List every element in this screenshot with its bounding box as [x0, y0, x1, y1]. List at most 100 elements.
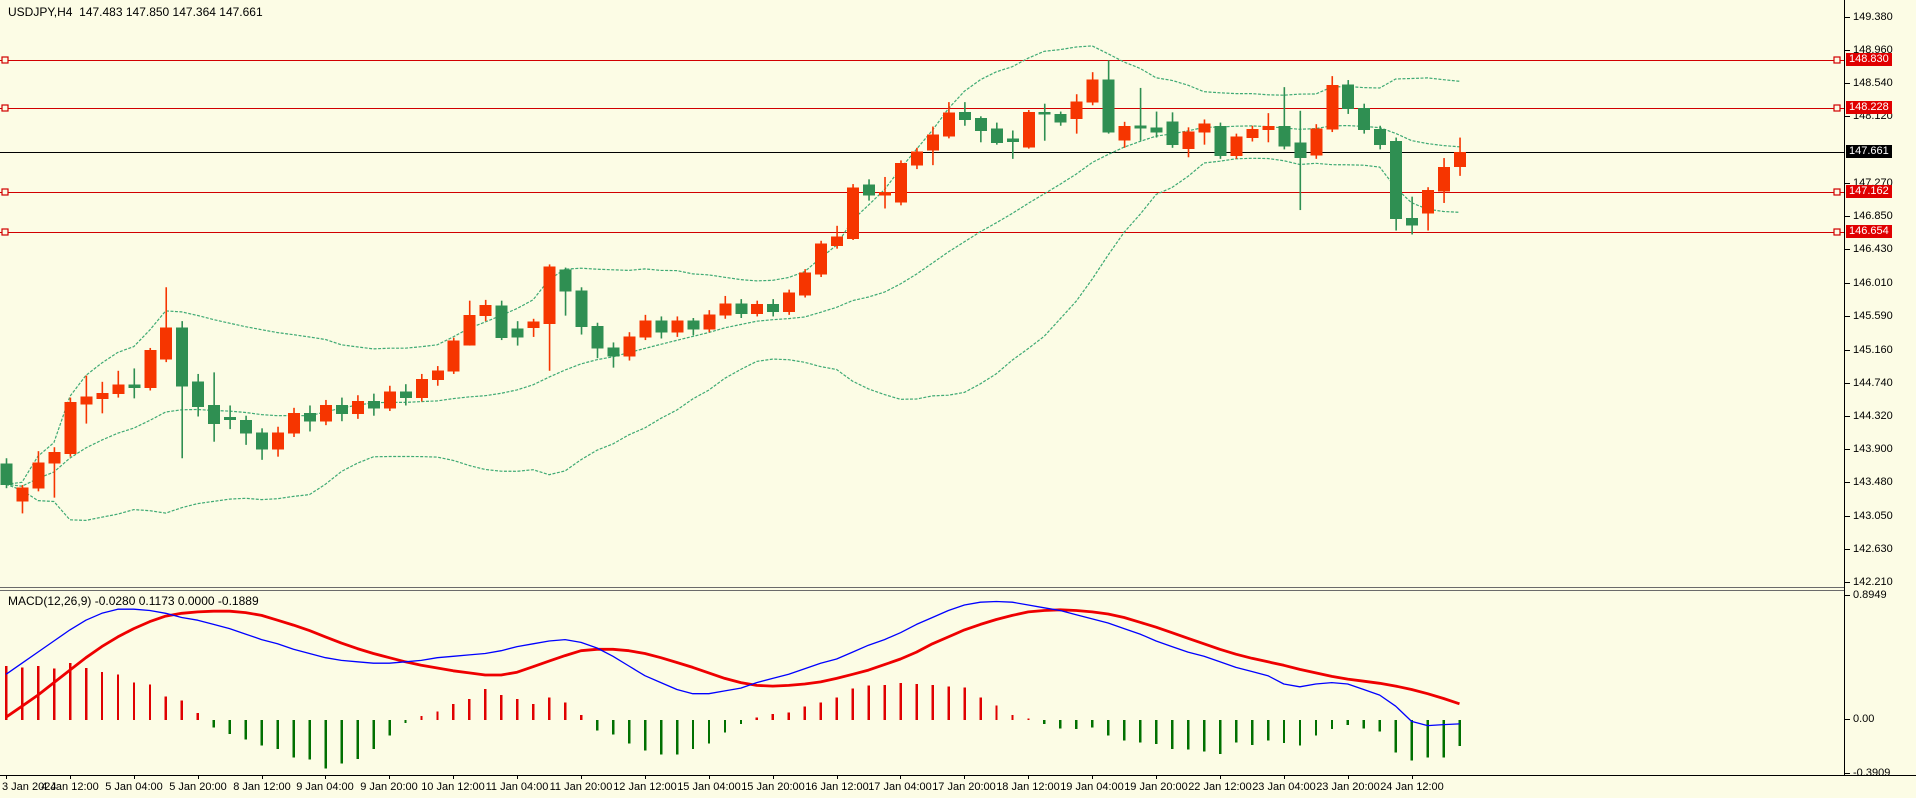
- macd-histogram-bar-negative: [707, 720, 711, 744]
- candle-bullish: [831, 225, 844, 249]
- macd-histogram-bar-negative: [611, 720, 615, 735]
- candle-bearish: [303, 405, 316, 432]
- macd-indicator-panel[interactable]: MACD(12,26,9) -0.0280 0.1173 0.0000 -0.1…: [0, 590, 1844, 777]
- candle-body: [783, 292, 796, 313]
- time-tick-mark: [198, 776, 199, 779]
- macd-histogram-bar-positive: [84, 668, 88, 721]
- price-tick-mark: [1845, 516, 1850, 517]
- candle-body: [112, 384, 125, 395]
- macd-histogram-bar-positive: [52, 668, 56, 721]
- candle-bearish: [735, 299, 748, 319]
- candle-body: [575, 290, 588, 328]
- price-tick-label: 149.380: [1853, 11, 1893, 23]
- line-handle[interactable]: [1833, 228, 1841, 236]
- price-tick-label: 142.630: [1853, 543, 1893, 555]
- time-tick-mark: [517, 776, 518, 779]
- price-axis[interactable]: 149.380 148.960 148.540 148.120 147.270 146.8…: [1844, 0, 1916, 779]
- time-tick-label: 16 Jan 12:00: [805, 781, 869, 793]
- candle-bullish: [1246, 125, 1259, 142]
- time-axis[interactable]: 3 Jan 2024 4 Jan 12:00 5 Jan 04:00 5 Jan 20…: [0, 775, 1916, 798]
- candle-bullish: [351, 395, 364, 419]
- bollinger-middle-band: [5, 124, 1460, 487]
- candle-body: [1102, 79, 1115, 133]
- candle-bullish: [1326, 76, 1339, 133]
- line-handle[interactable]: [1, 56, 9, 64]
- price-tick-mark: [1845, 17, 1850, 18]
- candle-bearish: [224, 405, 237, 430]
- candle-bullish: [1310, 124, 1323, 159]
- macd-histogram-bar-positive: [755, 717, 759, 721]
- line-handle[interactable]: [1, 228, 9, 236]
- line-handle[interactable]: [1, 188, 9, 196]
- candle-bearish: [974, 116, 987, 143]
- candle-body: [687, 320, 700, 330]
- time-tick-label: 17 Jan 20:00: [932, 781, 996, 793]
- candle-bearish: [0, 458, 13, 489]
- candle-bullish: [479, 299, 492, 322]
- macd-histogram-bar-positive: [883, 684, 886, 721]
- time-tick-label: 15 Jan 20:00: [741, 781, 805, 793]
- candle-body: [831, 236, 844, 247]
- price-tick-label: 142.210: [1853, 576, 1893, 588]
- macd-histogram-bar-negative: [372, 720, 375, 749]
- candle-bearish: [990, 122, 1003, 145]
- macd-histogram-bar-negative: [340, 720, 343, 764]
- candle-body: [1358, 107, 1371, 131]
- candle-body: [1070, 101, 1083, 120]
- macd-histogram-bar-positive: [899, 683, 902, 721]
- candle-bullish: [1262, 113, 1275, 143]
- candle-body: [623, 336, 636, 357]
- macd-histogram-bar-positive: [5, 665, 8, 721]
- macd-histogram-bar-positive: [548, 697, 551, 721]
- candle-bearish: [767, 299, 780, 317]
- macd-histogram-bar-negative: [1123, 720, 1126, 741]
- price-chart-canvas[interactable]: [0, 0, 1844, 587]
- candle-body: [1150, 127, 1163, 133]
- macd-histogram-bar-negative: [1298, 720, 1302, 746]
- price-tick-label: 145.160: [1853, 344, 1893, 356]
- candle-body: [655, 320, 668, 333]
- line-handle[interactable]: [1833, 104, 1841, 112]
- price-chart-panel[interactable]: USDJPY,H4 147.483 147.850 147.364 147.66…: [0, 0, 1844, 588]
- macd-canvas[interactable]: [0, 591, 1844, 776]
- macd-histogram-bar-positive: [915, 683, 918, 721]
- candle-bearish: [1374, 125, 1387, 150]
- macd-histogram-bar-negative: [260, 720, 263, 746]
- time-tick-label: 18 Jan 12:00: [996, 781, 1060, 793]
- candle-bullish: [623, 332, 636, 361]
- line-handle[interactable]: [1, 104, 9, 112]
- line-handle[interactable]: [1833, 56, 1841, 64]
- candle-body: [1390, 141, 1403, 220]
- candle-body: [1374, 129, 1387, 146]
- macd-histogram-bar-negative: [627, 720, 631, 744]
- price-tick-label: 146.010: [1853, 277, 1893, 289]
- candle-bullish: [16, 485, 29, 514]
- macd-histogram-bar-positive: [1011, 715, 1014, 721]
- time-tick-mark: [773, 776, 774, 779]
- candle-bearish: [863, 179, 876, 201]
- price-tick-label: 146.430: [1853, 243, 1893, 255]
- price-level-badge: 148.830: [1846, 53, 1892, 66]
- candle-body: [847, 187, 860, 239]
- candle-bearish: [1038, 103, 1051, 141]
- candle-bearish: [1406, 196, 1419, 235]
- candle-body: [719, 303, 732, 316]
- candle-bearish: [655, 316, 668, 339]
- time-tick-mark: [1028, 776, 1029, 779]
- line-handle[interactable]: [1833, 188, 1841, 196]
- macd-histogram-bar-negative: [723, 720, 727, 733]
- candle-bullish: [96, 381, 109, 414]
- candle-body: [160, 327, 173, 360]
- candle-body: [383, 391, 396, 409]
- candle-bullish: [64, 397, 77, 457]
- candle-body: [607, 347, 620, 357]
- candle-body: [799, 272, 812, 296]
- candle-bearish: [495, 300, 508, 341]
- price-tick-label: 147.270: [1853, 177, 1893, 189]
- candle-body: [767, 304, 780, 313]
- macd-histogram-bar-positive: [436, 711, 439, 721]
- candle-body: [815, 243, 828, 275]
- macd-histogram-bar-negative: [739, 720, 743, 725]
- macd-main-line: [5, 600, 1460, 727]
- candle-bearish: [367, 393, 380, 416]
